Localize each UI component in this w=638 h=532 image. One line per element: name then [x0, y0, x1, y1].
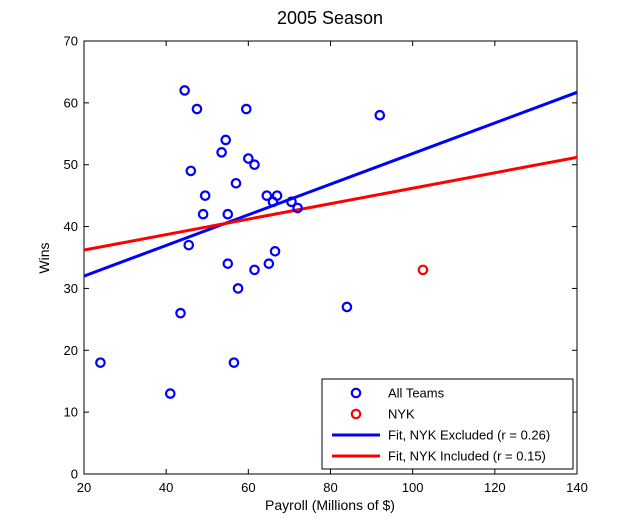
- data-point: [263, 258, 275, 269]
- legend-label: NYK: [388, 407, 415, 422]
- data-point: [164, 388, 176, 399]
- data-point: [243, 153, 254, 164]
- legend-label: All Teams: [388, 386, 445, 401]
- data-point: [197, 208, 209, 220]
- x-tick-label: 80: [323, 480, 337, 495]
- data-point: [222, 258, 234, 269]
- data-point: [228, 357, 240, 368]
- legend-marker: [350, 408, 362, 420]
- legend-label: Fit, NYK Excluded (r = 0.26): [388, 428, 550, 443]
- x-tick-label: 60: [241, 480, 255, 495]
- y-tick-label: 50: [64, 157, 78, 172]
- y-tick-label: 70: [64, 34, 78, 49]
- y-tick-label: 30: [64, 281, 78, 296]
- data-point: [292, 202, 303, 214]
- y-axis-label: Wins: [36, 242, 52, 273]
- data-point: [240, 103, 252, 115]
- data-point: [249, 264, 260, 276]
- data-point: [271, 190, 283, 201]
- legend: All Teams NYK Fit, NYK Excluded (r = 0.26)…: [321, 378, 574, 470]
- data-point: [222, 208, 234, 220]
- data-point: [95, 357, 106, 368]
- data-point: [220, 134, 232, 146]
- fit-line: [84, 90, 577, 278]
- data-point: [191, 103, 203, 115]
- y-tick-label: 0: [71, 467, 78, 482]
- y-tick-label: 60: [64, 95, 78, 110]
- data-point: [341, 301, 353, 313]
- y-tick-label: 10: [64, 405, 78, 420]
- data-point: [183, 239, 195, 251]
- y-tick-label: 40: [64, 219, 78, 234]
- legend-label: Fit, NYK Included (r = 0.15): [388, 449, 546, 464]
- legend-marker: [350, 387, 362, 399]
- x-tick-label: 120: [484, 480, 506, 495]
- x-axis-label: Payroll (Millions of $): [265, 497, 395, 513]
- data-point: [175, 307, 186, 319]
- data-point: [232, 283, 244, 294]
- y-tick-label: 20: [64, 343, 78, 358]
- data-point: [286, 196, 297, 208]
- data-point: [199, 190, 211, 201]
- data-point: [185, 165, 197, 177]
- x-tick-label: 20: [77, 480, 91, 495]
- x-tick-label: 140: [566, 480, 588, 495]
- data-point: [417, 264, 429, 276]
- data-point: [261, 190, 273, 201]
- data-point: [179, 85, 190, 96]
- data-point: [216, 147, 227, 158]
- x-tick-label: 40: [159, 480, 173, 495]
- chart-title: 2005 Season: [277, 8, 383, 28]
- data-point: [249, 159, 260, 171]
- legend-box: [321, 378, 574, 470]
- x-tick-label: 100: [402, 480, 424, 495]
- data-point: [230, 177, 242, 189]
- fit-line: [84, 155, 577, 252]
- data-point: [374, 109, 386, 121]
- data-point: [269, 246, 281, 257]
